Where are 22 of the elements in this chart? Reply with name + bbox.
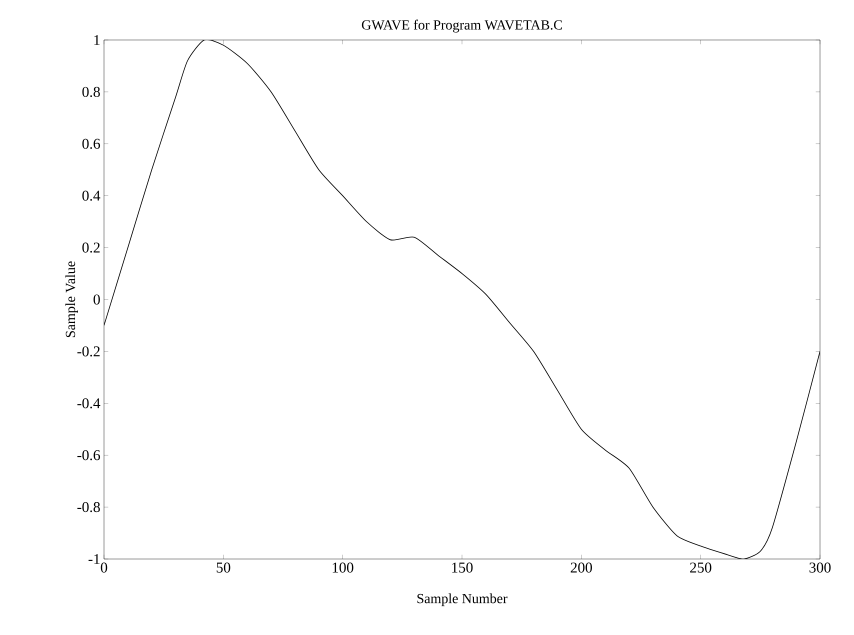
x-tick-label: 50: [216, 562, 230, 573]
x-tick-label: 100: [332, 562, 354, 573]
y-tick-label: -1: [88, 554, 100, 564]
x-tick-label: 300: [810, 562, 831, 573]
x-tick-label: 250: [690, 562, 712, 573]
y-tick-label: 0.2: [82, 242, 100, 253]
y-tick-label: 0.6: [82, 138, 100, 149]
x-axis-title: Sample Number: [417, 593, 508, 606]
y-tick-label: 0.4: [82, 190, 100, 201]
y-tick-label: 1: [94, 35, 100, 45]
y-tick-label: 0: [94, 294, 100, 305]
y-tick-label: -0.4: [77, 398, 100, 408]
line-series: [104, 40, 820, 559]
x-tick-label: 200: [570, 562, 592, 573]
y-tick-label: -0.2: [77, 346, 100, 356]
x-tick-label: 150: [452, 562, 473, 573]
y-tick-label: -0.8: [77, 502, 100, 512]
y-tick-label: 0.8: [82, 86, 100, 97]
chart-title: GWAVE for Program WAVETAB.C: [362, 20, 562, 33]
x-tick-label: 0: [100, 562, 108, 573]
y-axis-title: Sample Value: [65, 261, 78, 338]
y-tick-label: -0.6: [77, 450, 100, 460]
